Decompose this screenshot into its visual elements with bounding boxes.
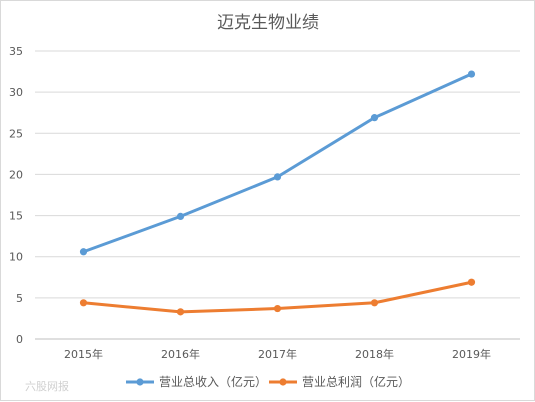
y-tick-label: 25 xyxy=(9,127,23,140)
data-point xyxy=(79,248,88,256)
legend-swatch-marker xyxy=(279,378,287,386)
data-point xyxy=(370,114,379,122)
data-point xyxy=(467,278,476,286)
y-tick-label: 35 xyxy=(9,45,23,58)
y-axis-ticks: 0 5 10 15 20 25 30 35 xyxy=(9,45,23,346)
data-point xyxy=(370,299,379,307)
y-tick-label: 5 xyxy=(16,292,23,305)
x-tick-label: 2015年 xyxy=(64,347,103,361)
legend-swatch-marker xyxy=(136,378,144,386)
data-point xyxy=(176,212,185,220)
y-tick-label: 15 xyxy=(9,210,23,223)
x-tick-label: 2017年 xyxy=(258,347,297,361)
data-point xyxy=(467,70,476,78)
data-point xyxy=(273,304,282,313)
watermark-text: 六股网报 xyxy=(25,379,69,393)
y-tick-label: 0 xyxy=(16,333,23,346)
x-axis-ticks: 2015年 2016年 2017年 2018年 2019年 xyxy=(64,347,491,361)
y-tick-label: 20 xyxy=(9,168,23,181)
x-tick-label: 2019年 xyxy=(452,347,491,361)
legend: 营业总收入（亿元） 营业总利润（亿元） xyxy=(126,374,410,389)
y-tick-label: 30 xyxy=(9,86,23,99)
data-point xyxy=(176,308,185,316)
data-point xyxy=(273,173,282,181)
legend-label: 营业总收入（亿元） xyxy=(159,374,267,389)
data-point xyxy=(79,299,88,307)
chart-title: 迈克生物业绩 xyxy=(217,13,319,33)
series-group xyxy=(79,70,476,316)
x-tick-label: 2016年 xyxy=(161,347,200,361)
gridlines xyxy=(35,50,520,340)
y-tick-label: 10 xyxy=(9,251,23,264)
x-tick-label: 2018年 xyxy=(355,347,394,361)
legend-label: 营业总利润（亿元） xyxy=(302,374,410,389)
series-line-1 xyxy=(82,72,473,254)
